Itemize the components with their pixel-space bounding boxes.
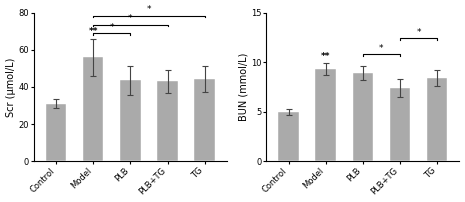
Y-axis label: BUN (mmol/L): BUN (mmol/L)	[238, 53, 248, 121]
Bar	[427, 78, 447, 161]
Bar	[315, 69, 336, 161]
Bar	[390, 88, 410, 161]
Text: **: **	[321, 52, 331, 61]
Y-axis label: Scr (μmol/L): Scr (μmol/L)	[6, 57, 15, 117]
Text: *: *	[128, 14, 133, 23]
Bar	[157, 81, 178, 161]
Bar	[120, 80, 140, 161]
Bar	[83, 57, 104, 161]
Text: *: *	[110, 23, 114, 32]
Bar	[279, 112, 299, 161]
Bar	[46, 104, 66, 161]
Text: *: *	[379, 44, 384, 53]
Bar	[352, 73, 373, 161]
Text: **: **	[88, 27, 98, 36]
Text: *: *	[147, 5, 151, 15]
Bar	[194, 79, 215, 161]
Text: *: *	[416, 28, 421, 37]
